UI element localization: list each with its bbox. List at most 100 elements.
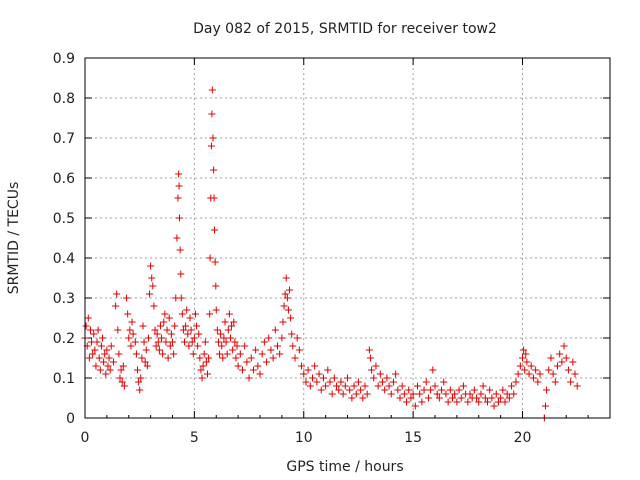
- data-point: [274, 342, 281, 350]
- data-point: [350, 382, 358, 390]
- data-point: [210, 166, 218, 174]
- data-point: [208, 86, 216, 94]
- data-point: [379, 378, 386, 386]
- data-point: [271, 326, 279, 334]
- data-point: [207, 142, 215, 150]
- data-point: [444, 398, 452, 406]
- data-point: [339, 390, 347, 398]
- data-point: [216, 350, 224, 358]
- data-point: [545, 366, 553, 374]
- data-point: [512, 378, 520, 386]
- data-point: [455, 386, 463, 394]
- data-point: [304, 366, 312, 374]
- data-point: [228, 322, 236, 330]
- data-point: [165, 314, 173, 322]
- data-point: [169, 338, 176, 346]
- data-point: [418, 398, 426, 406]
- y-tick-label: 0.1: [53, 371, 75, 387]
- data-point: [510, 390, 518, 398]
- data-point: [199, 362, 207, 370]
- data-point: [152, 342, 160, 350]
- data-point: [573, 382, 581, 390]
- data-point: [492, 390, 500, 398]
- data-point: [317, 386, 325, 394]
- data-point: [571, 370, 579, 378]
- data-point: [490, 402, 498, 410]
- data-point: [396, 394, 404, 402]
- data-point: [144, 334, 152, 342]
- data-point: [184, 330, 192, 338]
- data-point: [114, 326, 122, 334]
- data-point: [449, 394, 456, 402]
- data-point: [210, 194, 218, 202]
- y-tick-label: 0.8: [53, 91, 75, 107]
- data-point: [241, 342, 249, 350]
- data-point: [394, 386, 402, 394]
- data-point: [383, 374, 391, 382]
- data-point: [92, 362, 100, 370]
- data-point: [409, 390, 417, 398]
- data-point: [505, 394, 513, 402]
- data-point: [392, 370, 400, 378]
- data-point: [501, 398, 509, 406]
- data-point: [438, 386, 446, 394]
- data-point: [286, 286, 294, 294]
- data-point: [124, 310, 132, 318]
- data-point: [569, 358, 577, 366]
- data-point: [424, 394, 432, 402]
- data-point: [560, 342, 568, 350]
- data-point: [258, 350, 266, 358]
- data-point: [85, 354, 93, 362]
- data-point: [195, 330, 203, 338]
- data-point: [300, 370, 308, 378]
- data-point: [132, 350, 140, 358]
- data-point: [125, 334, 133, 342]
- data-point: [226, 334, 234, 342]
- data-point: [190, 334, 198, 342]
- data-point: [149, 282, 157, 290]
- data-point: [306, 382, 314, 390]
- data-point: [101, 350, 109, 358]
- data-point: [348, 394, 356, 402]
- data-point: [352, 390, 360, 398]
- data-point: [222, 338, 230, 346]
- data-point: [182, 322, 190, 330]
- data-point: [196, 354, 204, 362]
- data-point: [389, 378, 397, 386]
- data-point: [525, 370, 533, 378]
- data-point: [106, 366, 114, 374]
- data-point: [488, 394, 496, 402]
- data-point: [536, 370, 544, 378]
- data-point: [158, 334, 166, 342]
- data-point: [281, 290, 289, 298]
- data-point: [497, 394, 505, 402]
- data-point: [416, 390, 424, 398]
- data-point: [143, 362, 151, 370]
- data-point: [139, 322, 147, 330]
- data-point: [155, 346, 163, 354]
- data-point: [440, 378, 448, 386]
- data-point: [357, 386, 365, 394]
- data-point: [239, 366, 246, 374]
- data-point: [123, 294, 131, 302]
- data-point: [564, 366, 572, 374]
- data-point: [385, 382, 393, 390]
- data-point: [187, 326, 195, 334]
- data-point: [193, 322, 201, 330]
- data-point: [508, 382, 516, 390]
- data-point: [503, 390, 511, 398]
- data-point: [293, 334, 301, 342]
- data-point: [109, 358, 117, 366]
- data-point: [189, 350, 197, 358]
- data-point: [194, 342, 202, 350]
- data-point: [188, 338, 196, 346]
- data-point: [481, 394, 489, 402]
- data-point: [479, 382, 487, 390]
- data-point: [556, 350, 564, 358]
- data-point: [105, 354, 113, 362]
- data-point: [405, 386, 413, 394]
- x-tick-label: 10: [295, 430, 313, 446]
- data-point: [97, 342, 105, 350]
- data-point: [86, 326, 94, 334]
